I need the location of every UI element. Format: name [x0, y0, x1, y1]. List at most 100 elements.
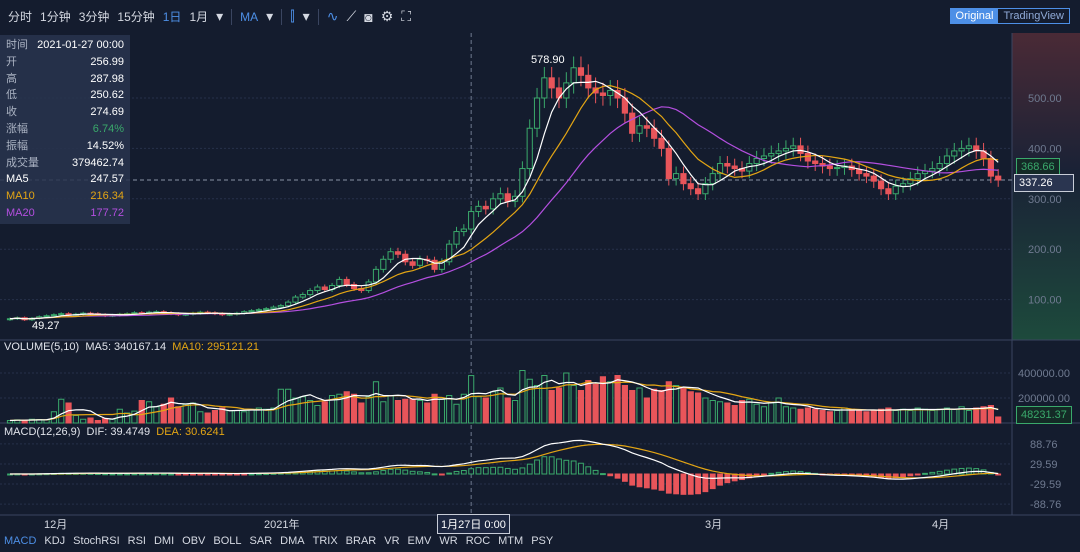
period-tab[interactable]: 3分钟 [78, 10, 110, 24]
chevron-down-icon[interactable]: ▾ [302, 8, 310, 24]
macd-histogram-bar [739, 473, 745, 481]
candle-body [504, 193, 511, 202]
macd-histogram-bar [482, 467, 489, 475]
volume-bar [233, 410, 241, 424]
period-tab-active[interactable]: 1日 [162, 10, 182, 24]
macd-histogram-bar [204, 473, 211, 476]
volume-bar [834, 410, 841, 424]
candle-body [694, 188, 702, 195]
macd-histogram-bar [380, 470, 387, 475]
info-row: 收 274.69 [6, 104, 124, 121]
volume-bar [416, 400, 424, 424]
macd-tick: 88.76 [1030, 439, 1058, 451]
volume-bar [255, 407, 262, 424]
volume-bar [775, 397, 782, 424]
indicator-tab-sar[interactable]: SAR [249, 535, 273, 547]
macd-histogram-bar [424, 471, 431, 475]
candle-body [958, 147, 965, 152]
indicator-tab-obv[interactable]: OBV [182, 535, 206, 547]
candle-body [460, 228, 467, 233]
candle-body [314, 286, 321, 292]
indicator-tab-dma[interactable]: DMA [280, 535, 305, 547]
macd-histogram-bar [636, 473, 643, 488]
mode-tradingview[interactable]: TradingView [1003, 10, 1064, 22]
volume-bar [358, 402, 365, 424]
info-value: 6.74% [92, 122, 124, 135]
period-tab[interactable]: 1分钟 [40, 10, 71, 24]
indicator-tab-boll[interactable]: BOLL [213, 535, 242, 547]
macd-histogram-bar [475, 467, 482, 475]
volume-bar [197, 411, 204, 424]
volume-bar [28, 418, 36, 424]
macd-histogram-bar [365, 472, 372, 475]
volume-bar [738, 400, 746, 424]
indicator-tab-brar[interactable]: BRAR [345, 535, 377, 547]
ruler-icon[interactable]: ⟋ [346, 8, 357, 24]
macd-histogram-bar [900, 473, 906, 478]
candle-body [570, 67, 577, 84]
period-tab[interactable]: 分时 [8, 10, 33, 24]
macd-histogram-bar [504, 467, 511, 475]
volume-bar [651, 388, 658, 424]
indicator-tab-trix[interactable]: TRIX [312, 535, 338, 547]
chevron-down-icon[interactable]: ▾ [266, 8, 274, 24]
macd-histogram-bar [153, 473, 160, 476]
high-price-label: 578.90 [531, 54, 565, 66]
macd-histogram-bar [929, 471, 936, 475]
info-key: 收 [6, 106, 17, 119]
macd-histogram-bar [600, 473, 606, 476]
volume-bar [65, 402, 72, 424]
volume-bar [109, 418, 116, 424]
toolbar: 分时 1分钟 3分钟 15分钟 1日 1月 ▾ MA ▾ ⫿ ▾ ∿ ⟋ ◙ ⚙… [0, 0, 1080, 33]
indicator-tab-mtm[interactable]: MTM [498, 535, 524, 547]
indicator-tab-emv[interactable]: EMV [407, 535, 432, 547]
gear-icon[interactable]: ⚙ [380, 8, 394, 24]
info-row: 高 287.98 [6, 71, 124, 88]
period-tab[interactable]: 15分钟 [117, 10, 155, 24]
indicator-select[interactable]: MA [240, 9, 259, 24]
period-tab[interactable]: 1月 [189, 10, 209, 24]
volume-bar [211, 410, 219, 424]
info-row: 低 250.62 [6, 87, 124, 104]
volume-bar [819, 410, 826, 424]
camera-icon[interactable]: ◙ [364, 8, 373, 25]
candle-body [731, 165, 738, 170]
indicator-tab-macd[interactable]: MACD [4, 535, 37, 547]
info-key: MA10 [6, 190, 35, 203]
line-icon[interactable]: ∿ [326, 8, 339, 24]
crosshair-date-label: 1月27日 0:00 [437, 514, 510, 534]
volume-bar [629, 390, 636, 424]
candle-body [497, 193, 504, 200]
candle-body [292, 296, 299, 303]
macd-histogram-bar [709, 473, 716, 490]
chevron-down-icon[interactable]: ▾ [216, 8, 224, 24]
indicator-tab-roc[interactable]: ROC [465, 535, 491, 547]
indicator-tab-dmi[interactable]: DMI [153, 535, 175, 547]
indicator-tab-wr[interactable]: WR [439, 535, 458, 547]
candle-body [599, 92, 607, 96]
info-key: 涨幅 [6, 122, 28, 135]
volume-bar [790, 407, 797, 424]
ohlc-info-panel: 时间 2021-01-27 00:00 开 256.99 高 287.98 低 250.62 收… [0, 35, 130, 224]
indicator-tab-vr[interactable]: VR [384, 535, 400, 547]
volume-bar [782, 406, 790, 424]
fullscreen-icon[interactable]: ⛶ [401, 8, 412, 24]
indicator-tab-psy[interactable]: PSY [531, 535, 554, 547]
volume-bar [943, 407, 951, 424]
candle-type-icon[interactable]: ⫿ [290, 8, 295, 24]
candle-body [409, 261, 416, 266]
volume-bar [350, 393, 358, 424]
info-key: 成交量 [6, 156, 39, 169]
macd-histogram-bar [197, 473, 204, 476]
indicator-tab-kdj[interactable]: KDJ [44, 535, 66, 547]
candle-body [453, 231, 460, 245]
price-tick: 300.00 [1028, 194, 1062, 206]
volume-bar [468, 375, 475, 424]
candle-body [753, 157, 760, 165]
macd-histogram-bar [409, 470, 416, 475]
indicator-tab-rsi[interactable]: RSI [127, 535, 146, 547]
volume-bar [716, 401, 724, 424]
indicator-tab-stochrsi[interactable]: StochRSI [73, 535, 120, 547]
mode-original[interactable]: Original [950, 9, 999, 23]
